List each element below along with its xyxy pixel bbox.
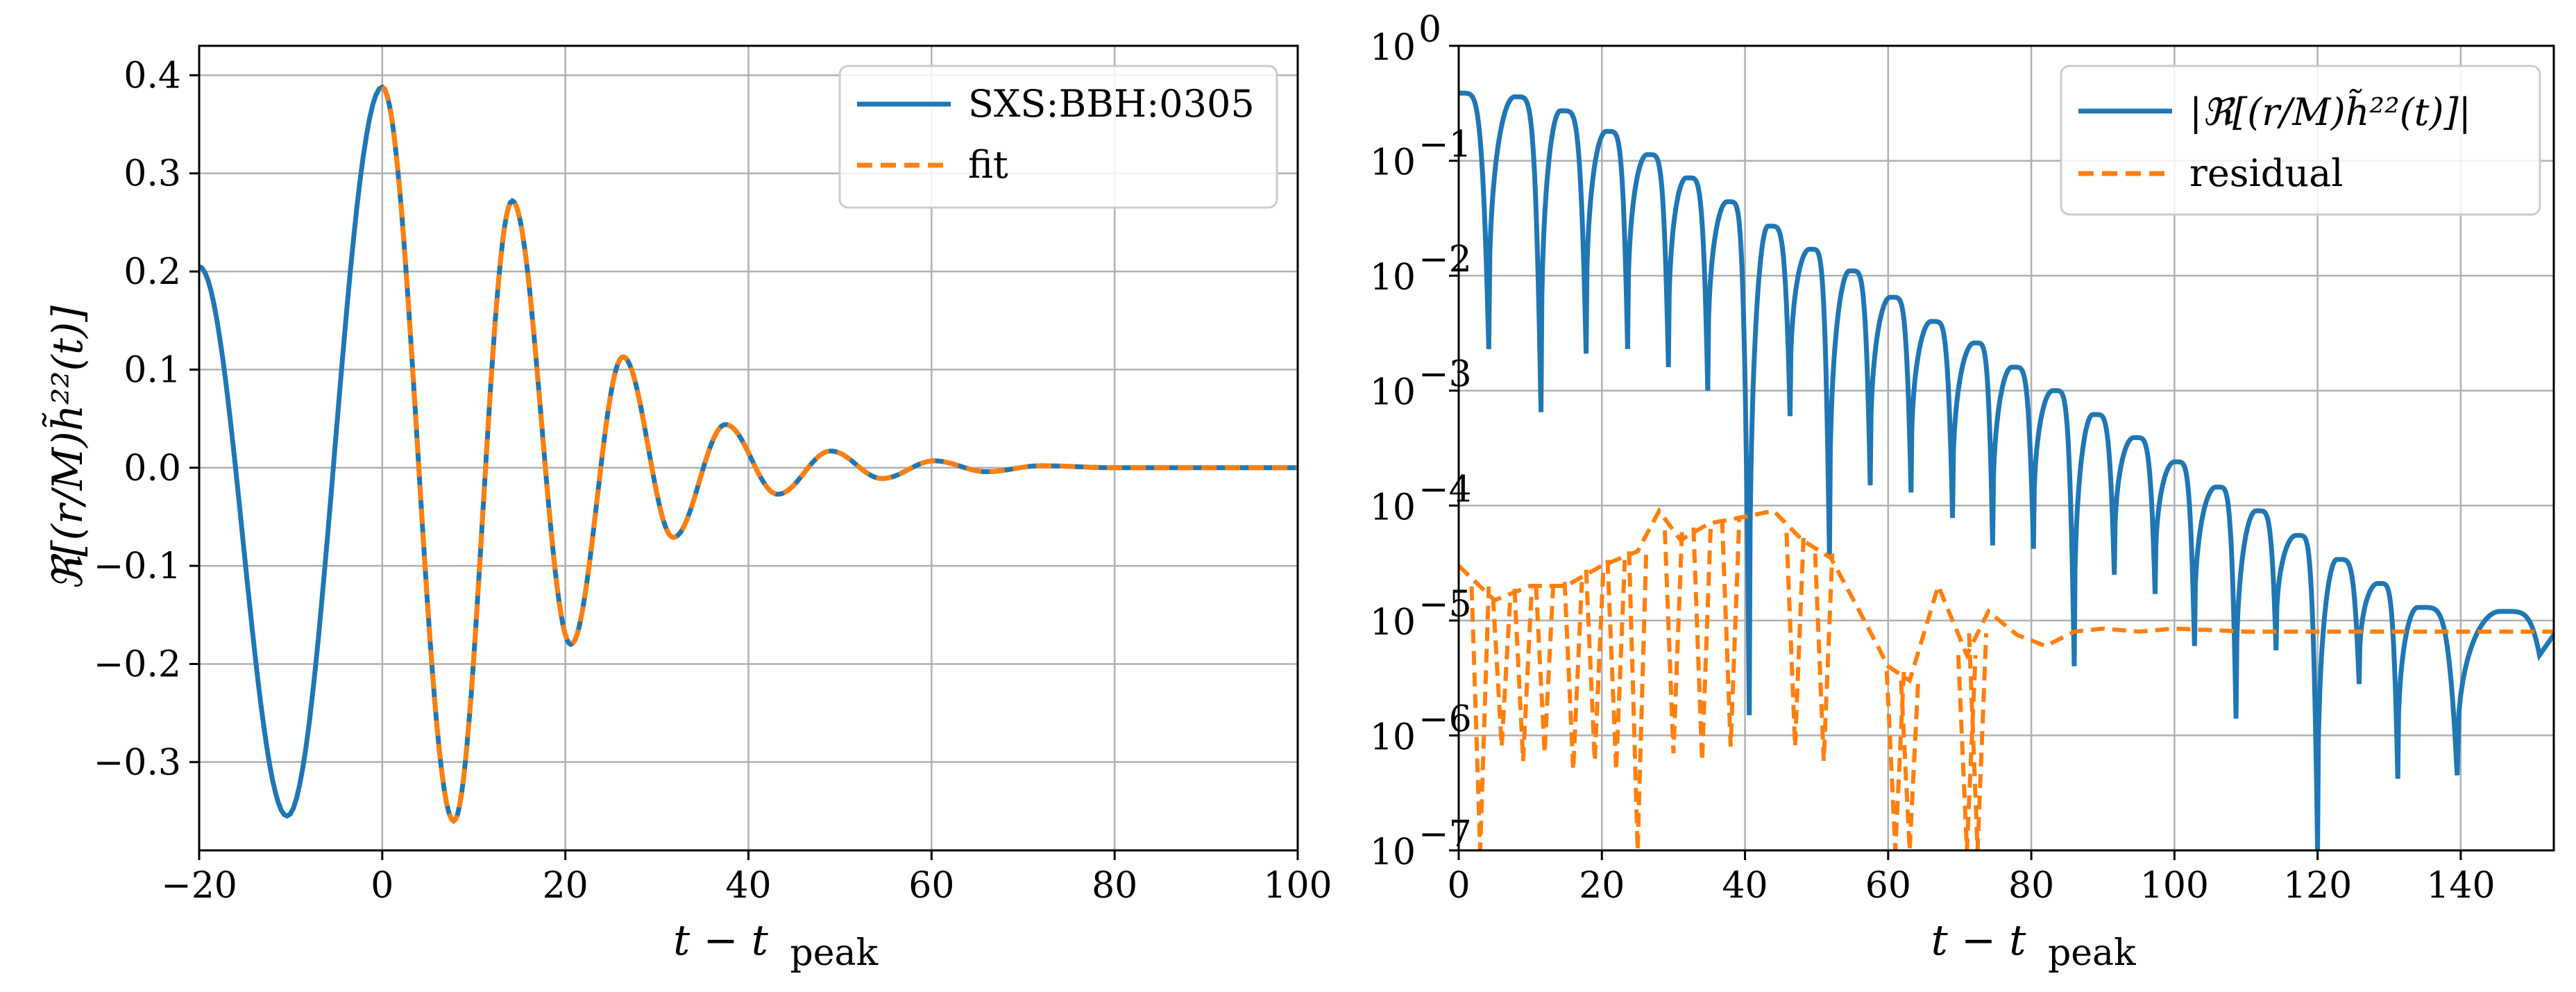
series-line-residual: [1459, 507, 2554, 684]
residual-dip: [1562, 582, 1584, 771]
left-y-tick-label: 0.0: [124, 448, 181, 489]
right-legend: |ℜ[(r/M)h̃²²(t)]| residual: [2060, 65, 2541, 216]
right-y-tick-exponent: −4: [1418, 469, 1472, 510]
legend-label-residual: residual: [2189, 151, 2344, 195]
right-y-tick-exponent: −2: [1418, 239, 1472, 280]
right-y-tick-label: 10: [1370, 27, 1416, 69]
residual-dip: [1512, 589, 1534, 762]
right-x-tick-label: 100: [2140, 865, 2209, 907]
residual-dip: [1584, 569, 1606, 762]
right-x-tick-label: 40: [1722, 865, 1768, 907]
left-panel: −20 0 20 40 60 80 100 −0.3 −0.2 −0.1 0.0 0.1 0.2 0.3 0…: [42, 44, 1332, 974]
residual-dip: [1784, 532, 1806, 747]
right-x-tick-label: 140: [2426, 865, 2495, 907]
left-legend-box: [838, 65, 1278, 209]
right-y-tick-label: 10: [1370, 257, 1416, 299]
residual-dip: [1720, 519, 1742, 747]
left-y-tick-label: −0.2: [94, 644, 181, 685]
left-x-tick-label: 40: [725, 865, 771, 907]
left-x-tick-label: −20: [161, 865, 237, 907]
right-x-tick-label: 120: [2283, 865, 2352, 907]
left-y-axis-label: ℜ[(r/M)h̃²²(t)]: [42, 305, 92, 591]
right-frame: [1457, 44, 2555, 852]
left-x-tick-label: 80: [1092, 865, 1137, 907]
right-x-axis-label: t − t: [1931, 916, 2027, 965]
left-x-tick-label: 20: [543, 865, 588, 907]
left-y-tick-label: −0.1: [94, 546, 181, 587]
right-y-tick-label: 10: [1370, 372, 1416, 414]
left-y-tick-label: 0.1: [124, 349, 181, 391]
residual-dip: [1605, 560, 1627, 771]
residual-dip: [1627, 551, 1649, 850]
left-x-tick-label: 0: [371, 865, 393, 907]
residual-dip: [1967, 633, 1989, 850]
right-y-tick-exponent: −1: [1418, 124, 1472, 166]
right-x-tick-label: 60: [1865, 865, 1911, 907]
right-y-tick-label: 10: [1370, 487, 1416, 528]
right-y-tick-exponent: 0: [1418, 9, 1441, 51]
residual-dip: [1691, 527, 1713, 762]
left-y-tick-label: 0.2: [124, 251, 181, 293]
right-legend-box: [2060, 65, 2541, 216]
series-line-abs-re-h: [1459, 90, 2554, 850]
right-x-tick-label: 0: [1447, 865, 1470, 907]
residual-dip: [1534, 585, 1556, 754]
right-x-tick-label: 20: [1579, 865, 1625, 907]
right-y-tick-label: 10: [1370, 832, 1416, 873]
left-x-tick-label: 100: [1263, 865, 1332, 907]
left-y-tick-label: 0.3: [124, 153, 181, 195]
residual-dip: [1663, 530, 1684, 754]
left-y-tick-label: 0.4: [124, 55, 181, 96]
legend-label-fit: fit: [968, 143, 1008, 187]
right-y-tick-label: 10: [1370, 716, 1416, 758]
residual-dip: [1469, 586, 1491, 850]
left-legend: SXS:BBH:0305 fit: [838, 65, 1278, 209]
right-y-tick-exponent: −3: [1418, 354, 1472, 396]
residual-dip: [1813, 553, 1835, 762]
residual-dip: [1491, 597, 1513, 747]
right-x-tick-label: 80: [2008, 865, 2054, 907]
left-y-tick-label: −0.3: [94, 742, 181, 784]
right-y-tick-label: 10: [1370, 602, 1416, 644]
series-line-fit: [380, 85, 1298, 825]
left-x-tick-label: 60: [908, 865, 954, 907]
right-x-axis-label-sub: peak: [2048, 932, 2136, 974]
residual-dip: [1884, 671, 1906, 850]
right-y-tick-exponent: −7: [1418, 814, 1472, 855]
residual-dip: [1899, 680, 1921, 850]
legend-label-sxs: SXS:BBH:0305: [968, 82, 1255, 126]
right-y-tick-exponent: −6: [1418, 698, 1472, 740]
left-x-axis-label: t − t: [673, 916, 769, 965]
legend-label-abs-re-h: |ℜ[(r/M)h̃²²(t)]|: [2189, 88, 2471, 134]
left-x-axis-label-sub: peak: [790, 932, 879, 974]
right-y-tick-label: 10: [1370, 142, 1416, 184]
right-y-tick-exponent: −5: [1418, 584, 1472, 625]
